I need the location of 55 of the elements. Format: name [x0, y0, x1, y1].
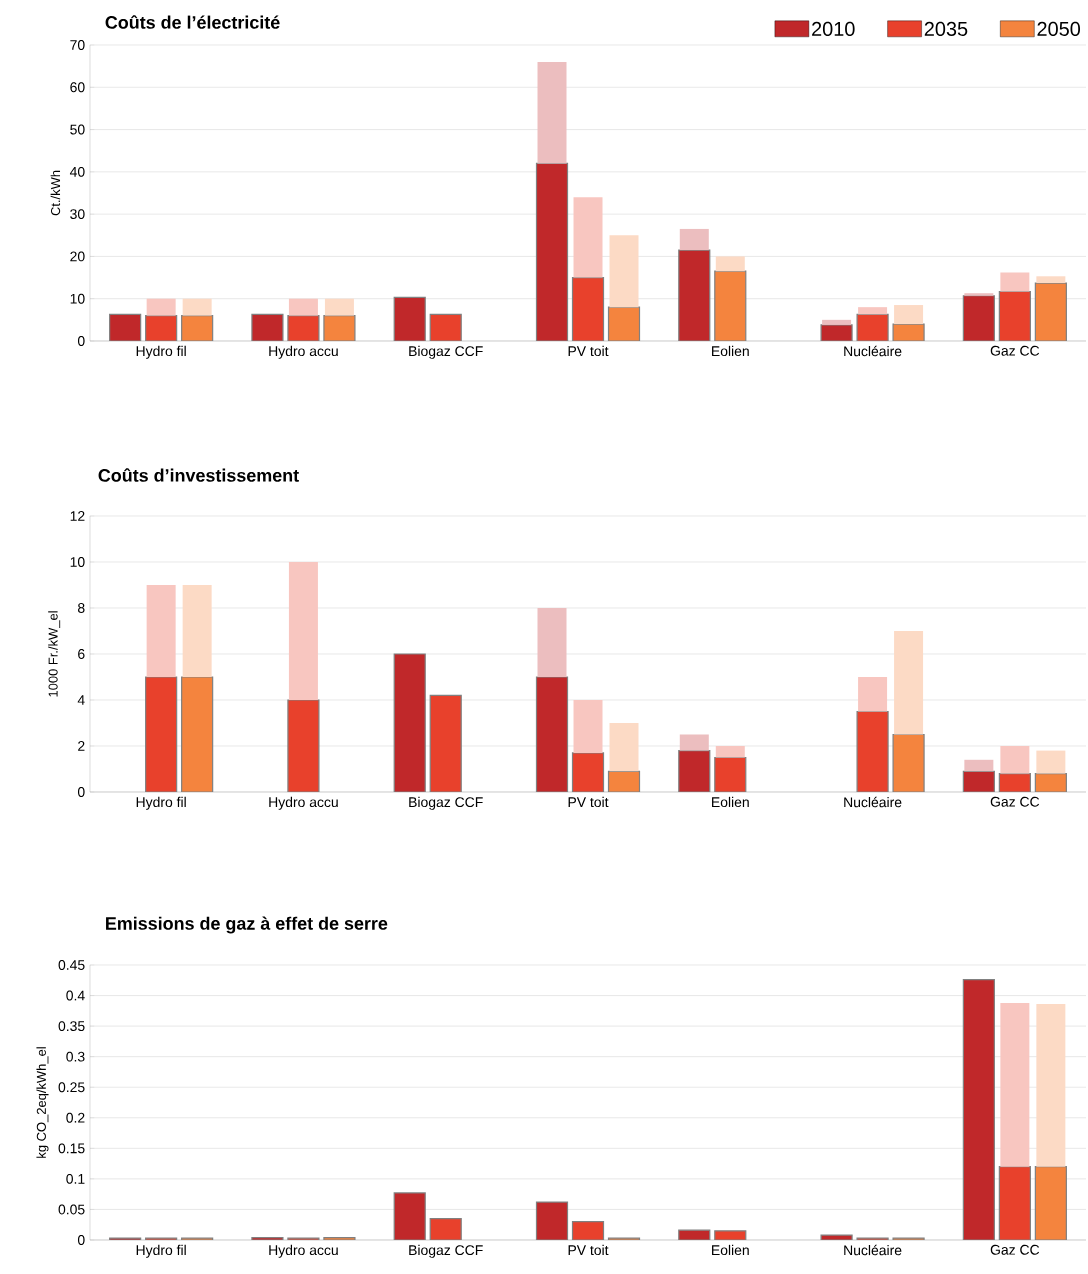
- x-tick-label: PV toit: [568, 1244, 609, 1256]
- x-tick-label: Biogaz CCF: [409, 345, 483, 359]
- y-tick-label: 60: [70, 82, 85, 93]
- chart-title: Emissions de gaz à effet de serre: [106, 916, 388, 934]
- x-tick-label: Nucléaire: [844, 1244, 902, 1256]
- x-tick-label: Eolien: [712, 1244, 749, 1256]
- y-tick-label: 30: [70, 209, 85, 220]
- y-tick-label: 70: [70, 40, 85, 50]
- legend-label: 2050: [1037, 21, 1081, 36]
- y-tick-label: 10: [70, 557, 85, 567]
- legend-label: 2010: [812, 21, 855, 36]
- y-tick-label: 2: [78, 741, 85, 751]
- x-tick-label: Hydro fil: [136, 345, 186, 359]
- x-tick-label: Hydro fil: [136, 796, 186, 810]
- x-tick-label: Biogaz CCF: [409, 1244, 483, 1258]
- legend-label: 2035: [924, 21, 968, 36]
- y-tick-label: 0: [77, 787, 85, 797]
- x-tick-label: Gaz CC: [990, 345, 1040, 356]
- x-tick-label: Gaz CC: [990, 796, 1040, 807]
- x-tick-label: Eolien: [712, 345, 749, 357]
- chart-title: Coûts de l’électricité: [105, 15, 280, 29]
- x-tick-label: Hydro accu: [269, 1244, 338, 1258]
- x-tick-label: Hydro accu: [269, 796, 338, 810]
- chart-title: Coûts d’investissement: [98, 468, 299, 482]
- y-tick-label: 0.4: [66, 990, 85, 1001]
- y-tick-label: 0: [77, 1235, 85, 1245]
- y-tick-label: 50: [70, 124, 85, 135]
- y-tick-label: 0.2: [66, 1112, 85, 1123]
- x-tick-label: Gaz CC: [990, 1244, 1040, 1255]
- y-tick-label: 0: [77, 336, 85, 346]
- x-tick-label: Nucléaire: [844, 345, 902, 357]
- y-tick-label: 0.15: [58, 1143, 85, 1154]
- x-tick-label: Hydro accu: [269, 345, 338, 359]
- x-tick-label: Hydro fil: [136, 1244, 186, 1258]
- y-tick-label: 8: [78, 603, 85, 613]
- y-tick-label: 0.3: [66, 1051, 85, 1062]
- x-tick-label: Eolien: [712, 796, 749, 808]
- y-tick-label: 20: [70, 251, 85, 262]
- x-tick-label: Nucléaire: [844, 796, 902, 808]
- y-tick-label: 4: [77, 695, 85, 705]
- y-tick-label: 40: [69, 166, 85, 177]
- x-tick-label: Biogaz CCF: [409, 796, 483, 810]
- y-axis-title: Ct./kWh: [50, 170, 61, 216]
- y-tick-label: 0.25: [58, 1082, 85, 1093]
- y-tick-label: 6: [78, 649, 85, 659]
- y-axis-title: kg CO_2eq/kWh_el: [36, 1047, 49, 1158]
- y-tick-label: 0.1: [66, 1173, 85, 1184]
- x-tick-label: PV toit: [568, 345, 609, 357]
- y-tick-label: 0.45: [58, 960, 85, 970]
- y-tick-label: 0.35: [58, 1021, 85, 1032]
- y-tick-label: 0.05: [58, 1204, 85, 1215]
- y-tick-label: 12: [70, 511, 85, 521]
- y-axis-title: 1000 Fr./kW_el: [48, 611, 61, 697]
- y-tick-label: 10: [70, 293, 85, 304]
- x-tick-label: PV toit: [568, 796, 609, 808]
